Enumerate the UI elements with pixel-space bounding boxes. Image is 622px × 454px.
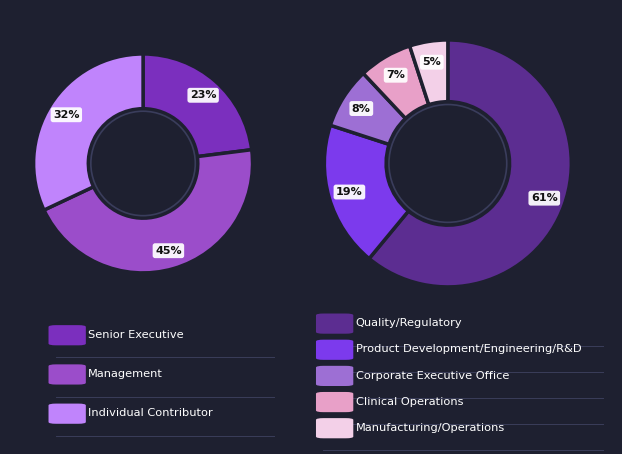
Circle shape [91, 111, 195, 216]
Text: Management: Management [88, 369, 163, 379]
FancyBboxPatch shape [316, 418, 353, 438]
Wedge shape [143, 54, 252, 157]
FancyBboxPatch shape [49, 404, 86, 424]
Text: Quality/Regulatory: Quality/Regulatory [356, 318, 462, 328]
Wedge shape [410, 40, 448, 105]
Wedge shape [363, 46, 429, 118]
Wedge shape [44, 150, 253, 273]
Text: Corporate Executive Office: Corporate Executive Office [356, 370, 509, 380]
Text: Product Development/Engineering/R&D: Product Development/Engineering/R&D [356, 345, 582, 355]
Text: 19%: 19% [336, 187, 363, 197]
Wedge shape [330, 74, 406, 144]
FancyBboxPatch shape [49, 325, 86, 345]
Wedge shape [324, 125, 409, 259]
Wedge shape [369, 40, 572, 287]
Text: 32%: 32% [53, 110, 80, 120]
Text: 45%: 45% [155, 246, 182, 256]
Text: Senior Executive: Senior Executive [88, 330, 184, 340]
Text: Individual Contributor: Individual Contributor [88, 408, 213, 418]
Text: Manufacturing/Operations: Manufacturing/Operations [356, 423, 505, 433]
FancyBboxPatch shape [316, 392, 353, 412]
Wedge shape [34, 54, 143, 210]
FancyBboxPatch shape [316, 366, 353, 386]
Text: 8%: 8% [352, 104, 371, 114]
FancyBboxPatch shape [316, 314, 353, 334]
Text: 7%: 7% [386, 70, 405, 80]
Circle shape [389, 105, 507, 222]
FancyBboxPatch shape [316, 340, 353, 360]
Text: 5%: 5% [422, 57, 441, 67]
FancyBboxPatch shape [49, 365, 86, 385]
Text: Clinical Operations: Clinical Operations [356, 397, 463, 407]
Text: 23%: 23% [190, 90, 216, 100]
Text: 61%: 61% [531, 193, 558, 203]
